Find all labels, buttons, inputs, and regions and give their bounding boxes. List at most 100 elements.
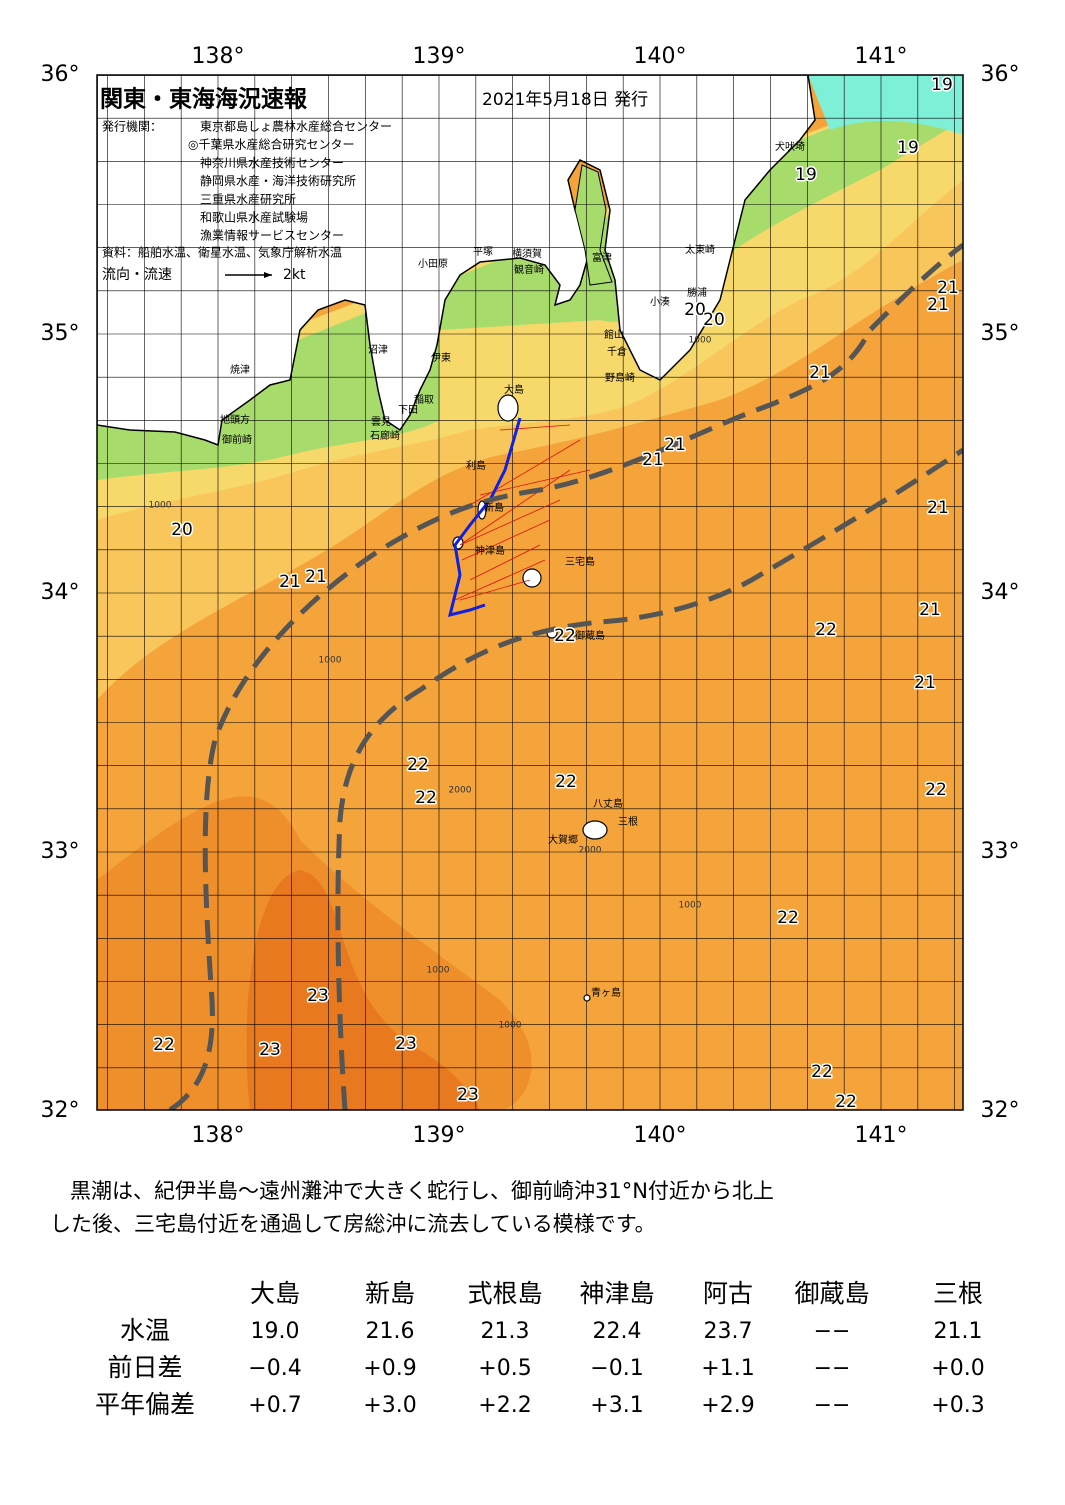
isotherm-label: 22 bbox=[555, 772, 577, 792]
place-name: 沼津 bbox=[368, 343, 388, 356]
isotherm-label: 22 bbox=[815, 620, 837, 640]
summary-line: した後、三宅島付近を通過して房総沖に流去している模様です。 bbox=[50, 1212, 656, 1236]
table-header: 三根 bbox=[933, 1279, 983, 1308]
table-cell: +0.3 bbox=[931, 1393, 984, 1418]
island bbox=[582, 820, 608, 840]
isotherm-label: 19 bbox=[931, 75, 953, 95]
table-cell: −0.1 bbox=[590, 1356, 643, 1381]
table-cell: 23.7 bbox=[704, 1319, 753, 1344]
place-name: 太東崎 bbox=[685, 243, 715, 256]
place-name: 館山 bbox=[604, 328, 624, 341]
row-label: 水温 bbox=[120, 1316, 170, 1345]
place-name: 新島 bbox=[484, 501, 504, 514]
place-name: 伊東 bbox=[431, 351, 451, 364]
table-cell: 21.6 bbox=[366, 1319, 415, 1344]
isotherm-label: 22 bbox=[153, 1035, 175, 1055]
isotherm-label: 23 bbox=[395, 1034, 417, 1054]
lon-label: 138° bbox=[192, 44, 245, 69]
table-cell: 22.4 bbox=[593, 1319, 642, 1344]
isotherm-label: 21 bbox=[927, 295, 949, 315]
isotherm-label: 22 bbox=[415, 788, 437, 808]
lat-label: 36° bbox=[981, 62, 1020, 87]
place-name: 千倉 bbox=[607, 345, 627, 358]
lon-label: 141° bbox=[855, 1123, 908, 1148]
place-name: 利島 bbox=[466, 459, 486, 472]
track bbox=[454, 424, 591, 601]
place-name: 八丈島 bbox=[593, 797, 623, 810]
lat-label: 34° bbox=[41, 580, 80, 605]
place-name: 大賀郷 bbox=[548, 833, 578, 846]
depth-label: 2000 bbox=[579, 846, 602, 856]
lon-label: 139° bbox=[413, 1123, 466, 1148]
table-cell: −− bbox=[814, 1356, 851, 1381]
place-name: 観音崎 bbox=[514, 263, 544, 276]
isotherm-label: 23 bbox=[307, 986, 329, 1006]
isotherm-label: 20 bbox=[171, 520, 193, 540]
depth-label: 1000 bbox=[689, 336, 712, 346]
lon-label: 139° bbox=[413, 44, 466, 69]
title: 関東・東海海況速報 bbox=[100, 86, 308, 113]
table-cell: +3.0 bbox=[363, 1393, 416, 1418]
depth-label: 1000 bbox=[319, 656, 342, 666]
table-cell: −− bbox=[814, 1393, 851, 1418]
lon-label: 140° bbox=[634, 44, 687, 69]
land bbox=[97, 75, 816, 447]
axis-line bbox=[335, 447, 963, 1110]
legend-speed: 2kt bbox=[283, 267, 306, 283]
isotherm-label: 20 bbox=[684, 300, 706, 320]
depth-label: 1000 bbox=[427, 966, 450, 976]
table-header: 阿古 bbox=[703, 1279, 753, 1308]
issuer: 和歌山県水産試験場 bbox=[200, 210, 308, 225]
place-name: 下田 bbox=[398, 405, 418, 416]
source: 資料：船舶水温、衛星水温、気象庁解析水温 bbox=[102, 245, 342, 260]
cold-water-north bbox=[808, 75, 963, 135]
table-cell: +0.7 bbox=[248, 1393, 301, 1418]
place-name: 雲見 bbox=[371, 416, 391, 428]
isotherm-label: 21 bbox=[919, 600, 941, 620]
row-label: 平年偏差 bbox=[95, 1390, 195, 1419]
table-header: 式根島 bbox=[467, 1279, 542, 1308]
map-frame bbox=[96, 74, 964, 1111]
issue-date: 2021年5月18日 発行 bbox=[482, 90, 648, 110]
depth-label: 1000 bbox=[499, 1021, 522, 1031]
depth-label: 1000 bbox=[679, 901, 702, 911]
lat-label: 36° bbox=[41, 62, 80, 87]
isotherm-label: 21 bbox=[927, 498, 949, 518]
table-cell: −− bbox=[814, 1319, 851, 1344]
island bbox=[583, 994, 591, 1002]
place-name: 地頭方 bbox=[220, 413, 250, 426]
table-cell: −0.4 bbox=[248, 1356, 301, 1381]
summary-line: 黒潮は、紀伊半島～遠州灘沖で大きく蛇行し、御前崎沖31°N付近から北上 bbox=[70, 1179, 774, 1203]
place-name: 石廊崎 bbox=[370, 429, 400, 442]
table-cell: +1.1 bbox=[701, 1356, 754, 1381]
issuer: 三重県水産研究所 bbox=[200, 191, 296, 206]
lat-label: 32° bbox=[981, 1098, 1020, 1123]
lat-label: 35° bbox=[981, 321, 1020, 346]
table-cell: +0.9 bbox=[363, 1356, 416, 1381]
place-name: 勝浦 bbox=[687, 286, 707, 299]
lat-label: 35° bbox=[41, 321, 80, 346]
table-cell: +3.1 bbox=[590, 1393, 643, 1418]
place-name: 三根 bbox=[618, 815, 638, 828]
table-cell: 21.3 bbox=[481, 1319, 530, 1344]
depth-label: 1000 bbox=[149, 501, 172, 511]
warm-core bbox=[246, 870, 480, 1110]
legend-label: 流向・流速 bbox=[102, 267, 172, 283]
tokyo-bay bbox=[574, 164, 613, 286]
isotherm-label: 19 bbox=[795, 165, 817, 185]
place-name: 野島崎 bbox=[605, 371, 635, 384]
header: 関東・東海海況速報 2021年5月18日 発行 発行機関： 資料：船舶水温、衛星… bbox=[100, 86, 648, 284]
table-cell: +0.0 bbox=[931, 1356, 984, 1381]
isotherm-label: 21 bbox=[279, 572, 301, 592]
place-name: 小田原 bbox=[418, 258, 448, 270]
place-name: 三宅島 bbox=[565, 555, 595, 568]
table-header: 新島 bbox=[365, 1279, 415, 1308]
island bbox=[522, 568, 542, 588]
lat-label: 34° bbox=[981, 580, 1020, 605]
issuer: 神奈川県水産技術センター bbox=[200, 155, 344, 170]
place-name: 犬吠埼 bbox=[775, 140, 805, 153]
issuer: ◎千葉県水産総合研究センター bbox=[188, 137, 354, 152]
place-name: 御蔵島 bbox=[575, 629, 605, 642]
drifter-tracks bbox=[454, 424, 591, 601]
